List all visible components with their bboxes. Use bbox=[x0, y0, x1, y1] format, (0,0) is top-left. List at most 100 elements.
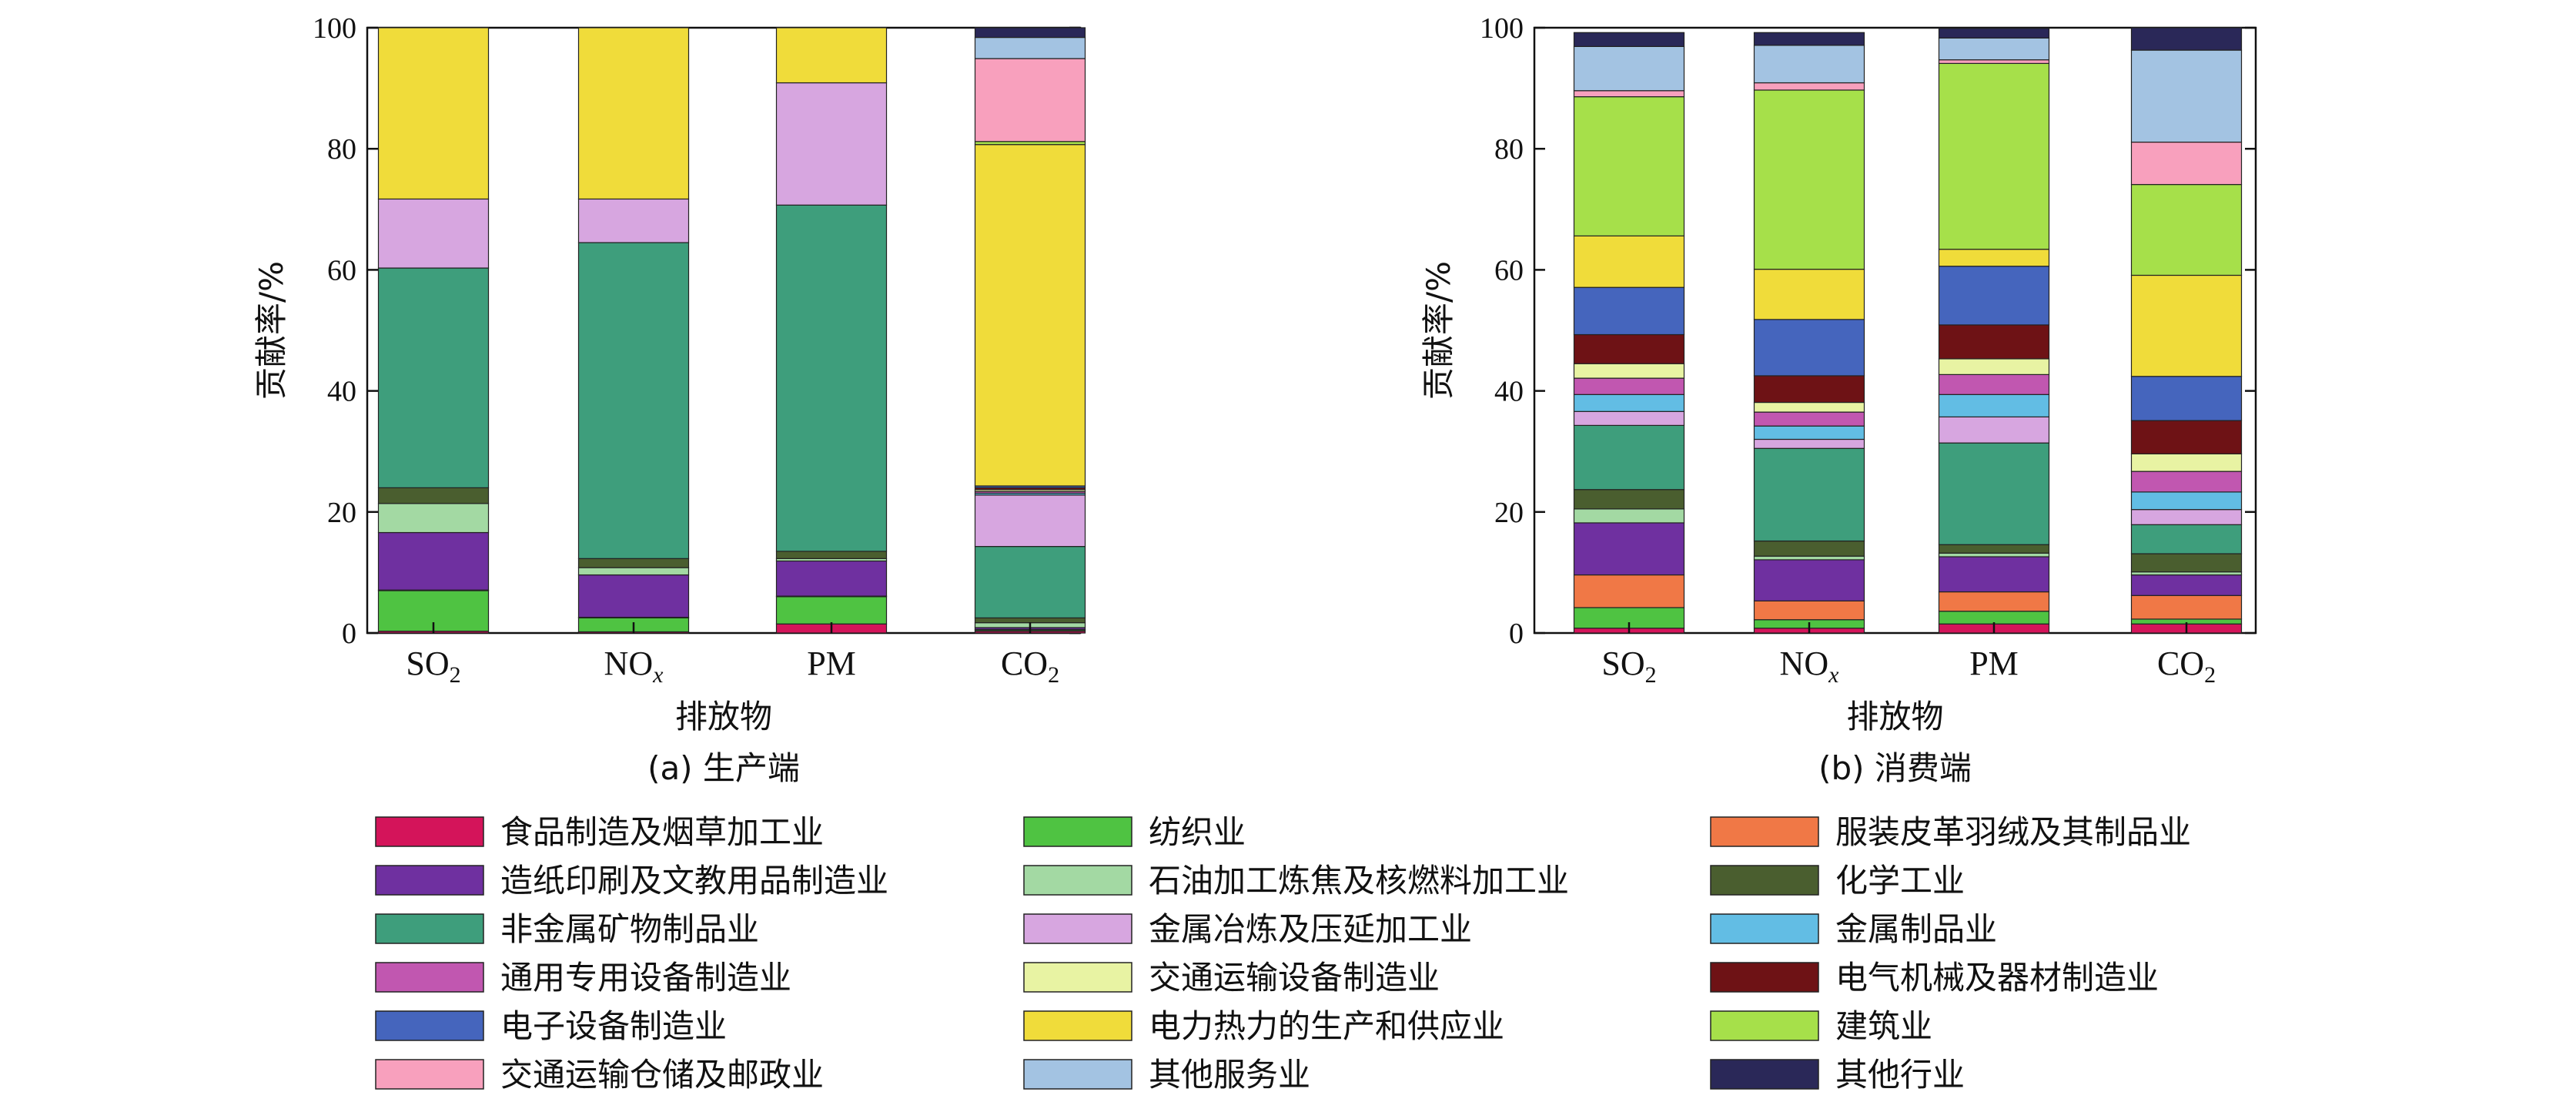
bar-segment bbox=[1938, 544, 2050, 554]
bar-segment bbox=[1573, 394, 1685, 412]
y-axis-label: 贡献率/% bbox=[1420, 261, 1457, 400]
bar-segment bbox=[2130, 49, 2243, 143]
bar-segment bbox=[1753, 32, 1865, 46]
bar-segment bbox=[1753, 319, 1865, 377]
legend-label: 化学工业 bbox=[1835, 862, 1965, 899]
y-tick-label: 20 bbox=[1494, 497, 1524, 529]
legend-swatch bbox=[1710, 913, 1819, 944]
bar-segment bbox=[1938, 324, 2050, 360]
bar-segment bbox=[1753, 269, 1865, 320]
y-tick-label: 0 bbox=[342, 618, 356, 650]
bar-segment bbox=[577, 567, 690, 576]
bar-segment bbox=[377, 503, 490, 534]
bar-segment bbox=[1573, 508, 1685, 524]
bar-segment bbox=[1753, 425, 1865, 440]
bar-segment bbox=[377, 27, 490, 200]
legend-swatch bbox=[375, 865, 484, 896]
legend-swatch bbox=[1710, 1010, 1819, 1041]
bar-segment bbox=[1753, 401, 1865, 413]
bar-segment bbox=[974, 494, 1086, 548]
legend-swatch bbox=[1710, 865, 1819, 896]
legend-label: 电子设备制造业 bbox=[500, 1007, 727, 1045]
bar-segment bbox=[377, 198, 490, 269]
legend-swatch bbox=[375, 816, 484, 847]
bar-segment bbox=[2130, 27, 2243, 51]
legend-label: 其他服务业 bbox=[1149, 1056, 1310, 1094]
legend-label: 其他行业 bbox=[1835, 1056, 1965, 1094]
bar-segment bbox=[1753, 375, 1865, 404]
x-axis-label: 排放物 bbox=[675, 698, 772, 735]
legend-swatch bbox=[375, 913, 484, 944]
bar-segment bbox=[974, 144, 1086, 487]
bar-segment bbox=[1753, 555, 1865, 561]
bar-segment bbox=[1753, 540, 1865, 557]
chart-panel-1: 0 20 40 60 80 100 SO2 NOx PM CO2 贡献率/% 排放物 (b) 消费端 bbox=[1420, 12, 2257, 787]
bar-segment bbox=[577, 27, 690, 200]
bar-segment bbox=[1938, 373, 2050, 395]
bar-segment bbox=[1753, 45, 1865, 84]
bar-segment bbox=[1573, 377, 1685, 395]
x-tick-label: SO2 bbox=[1601, 645, 1656, 688]
bar-segment bbox=[577, 242, 690, 559]
legend-swatch bbox=[1023, 1010, 1132, 1041]
bar-segment bbox=[1753, 82, 1865, 91]
bar-segment bbox=[775, 551, 888, 559]
y-tick-label: 80 bbox=[1494, 133, 1524, 166]
x-tick-label: SO2 bbox=[406, 645, 460, 688]
bar-segment bbox=[1753, 89, 1865, 270]
bar-segment bbox=[1573, 45, 1685, 92]
bar-segment bbox=[1573, 286, 1685, 336]
bar-segment bbox=[377, 487, 490, 504]
y-tick-label: 100 bbox=[1480, 12, 1524, 45]
bar-segment bbox=[2130, 595, 2243, 620]
legend-label: 金属冶炼及压延加工业 bbox=[1149, 910, 1472, 948]
bar-segment bbox=[577, 574, 690, 618]
bar-segment bbox=[577, 198, 690, 243]
x-tick-label: CO2 bbox=[2157, 645, 2216, 688]
legend-swatch bbox=[1023, 913, 1132, 944]
y-tick-label: 20 bbox=[327, 497, 356, 529]
bar-segment bbox=[1938, 266, 2050, 326]
legend-swatch bbox=[1710, 816, 1819, 847]
bar-segment bbox=[1938, 59, 2050, 64]
bar-segment bbox=[1938, 37, 2050, 61]
bar-segment bbox=[1938, 591, 2050, 612]
y-tick-label: 80 bbox=[327, 133, 356, 166]
bar-segment bbox=[2130, 453, 2243, 472]
bar-segment bbox=[1938, 611, 2050, 625]
bar-segment bbox=[2130, 509, 2243, 525]
bar-segment bbox=[1573, 522, 1685, 576]
legend-label: 食品制造及烟草加工业 bbox=[500, 813, 824, 851]
y-tick-label: 40 bbox=[327, 376, 356, 408]
y-tick-label: 0 bbox=[1509, 618, 1524, 650]
bar-segment bbox=[1573, 410, 1685, 427]
y-tick-label: 40 bbox=[1494, 376, 1524, 408]
bar-segment bbox=[1938, 552, 2050, 558]
bar-segment bbox=[2130, 574, 2243, 596]
bar-segment bbox=[1938, 394, 2050, 417]
bar-segment bbox=[1753, 600, 1865, 621]
bar-segment bbox=[974, 36, 1086, 59]
bar-segment bbox=[1938, 416, 2050, 444]
bar-segment bbox=[1938, 249, 2050, 267]
bar-segment bbox=[1938, 28, 2050, 39]
bar-segment bbox=[775, 596, 888, 625]
bar-segment bbox=[775, 82, 888, 206]
legend-label: 服装皮革羽绒及其制品业 bbox=[1835, 813, 2191, 851]
legend-label: 通用专用设备制造业 bbox=[500, 959, 791, 996]
legend-swatch bbox=[1023, 816, 1132, 847]
legend-swatch bbox=[375, 1010, 484, 1041]
bar-segment bbox=[974, 27, 1086, 39]
bar-segment bbox=[1753, 559, 1865, 601]
y-tick-label: 60 bbox=[327, 254, 356, 286]
legend-label: 非金属矿物制品业 bbox=[500, 910, 759, 948]
bar-segment bbox=[1573, 32, 1685, 47]
bar-segment bbox=[775, 560, 888, 597]
legend-label: 交通运输设备制造业 bbox=[1149, 959, 1440, 996]
bar-segment bbox=[775, 204, 888, 552]
x-tick-label: PM bbox=[807, 645, 856, 682]
bar-segment bbox=[775, 27, 888, 84]
bar-segment bbox=[1938, 62, 2050, 250]
legend-label: 纺织业 bbox=[1149, 813, 1246, 851]
